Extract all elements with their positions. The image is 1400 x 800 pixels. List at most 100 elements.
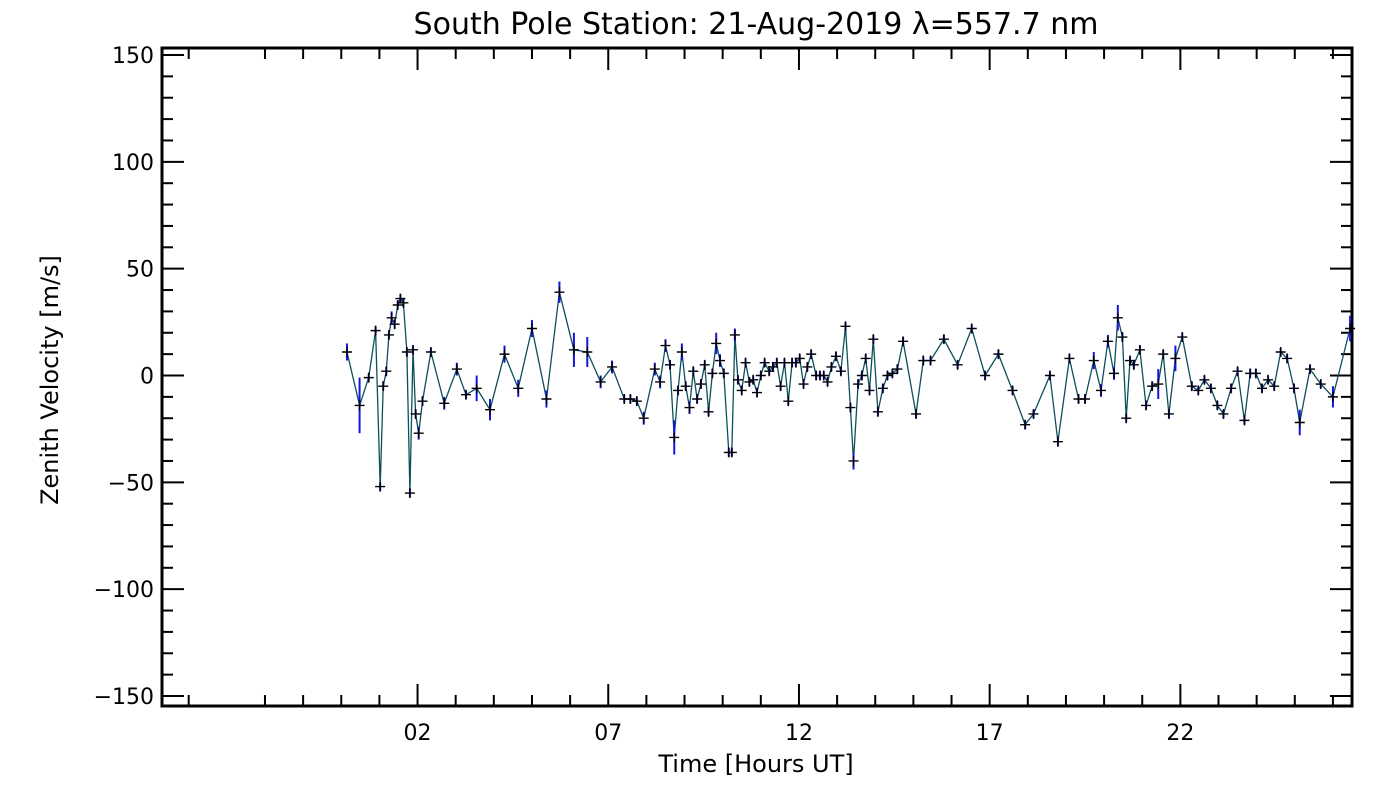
data-point (1020, 419, 1031, 430)
data-point (882, 370, 893, 381)
axis-ticks (162, 48, 1352, 706)
data-point (740, 357, 751, 368)
data-point (692, 394, 703, 405)
data-point (748, 374, 759, 385)
data-point (1218, 408, 1229, 419)
data-point (726, 447, 737, 458)
data-point (798, 379, 809, 390)
data-point (404, 488, 415, 499)
data-point (471, 383, 482, 394)
data-point (1102, 336, 1113, 347)
data-point (1128, 359, 1139, 370)
data-point (398, 297, 409, 308)
data-point (425, 346, 436, 357)
y-tick-label: −100 (94, 578, 154, 603)
data-point (595, 376, 606, 387)
data-point (1117, 332, 1128, 343)
data-point (826, 361, 837, 372)
data-point (898, 336, 909, 347)
data-point (407, 344, 418, 355)
data-point (695, 379, 706, 390)
data-point (383, 329, 394, 340)
data-point (1289, 383, 1300, 394)
data-point (1345, 323, 1356, 334)
data-point (1205, 383, 1216, 394)
data-point (1226, 383, 1237, 394)
data-point (1064, 353, 1075, 364)
data-point (665, 359, 676, 370)
data-point (980, 370, 991, 381)
x-tick-label: 02 (404, 721, 432, 746)
data-point (1088, 355, 1099, 366)
data-point (752, 387, 762, 398)
data-point (707, 368, 718, 379)
data-point (410, 408, 421, 419)
data-point (1193, 385, 1204, 396)
data-point (1239, 415, 1250, 426)
data-point (887, 368, 898, 379)
y-tick-label: −150 (94, 685, 154, 710)
data-point (736, 385, 747, 396)
data-point (1121, 413, 1132, 424)
data-point (417, 396, 428, 407)
data-point (1305, 364, 1316, 375)
data-point (526, 323, 537, 334)
data-point (1275, 346, 1286, 357)
data-point (732, 374, 743, 385)
data-point (607, 361, 618, 372)
data-point (1028, 408, 1039, 419)
data-point (370, 325, 381, 336)
data-point (1134, 344, 1145, 355)
data-point (655, 376, 666, 387)
data-point (676, 346, 687, 357)
data-point (680, 381, 691, 392)
data-point (1158, 349, 1169, 360)
data-point (892, 364, 903, 375)
data-point (1109, 368, 1119, 379)
data-point (375, 481, 386, 492)
data-point (1232, 366, 1243, 377)
series-line (346, 292, 1351, 494)
plot-border (160, 46, 1354, 708)
data-point (684, 402, 695, 413)
data-point (802, 361, 813, 372)
data-point (1177, 332, 1188, 343)
data-point (386, 312, 397, 323)
data-point (822, 376, 833, 387)
data-point (1170, 353, 1181, 364)
data-point (864, 385, 875, 396)
data-point (354, 400, 365, 411)
data-point (856, 370, 867, 381)
data-point (688, 366, 699, 377)
y-tick-label: 50 (126, 258, 154, 283)
data-point (568, 344, 579, 355)
x-tick-label: 17 (976, 721, 1004, 746)
data-point (1269, 381, 1280, 392)
data-point (541, 394, 552, 405)
data-point (966, 323, 977, 334)
x-tick-label: 22 (1166, 721, 1194, 746)
data-point (460, 389, 471, 400)
data-point (451, 364, 462, 375)
data-point (1163, 408, 1174, 419)
data-point (1282, 353, 1293, 364)
data-point (715, 355, 726, 366)
data-point (669, 432, 680, 443)
data-point (1199, 374, 1210, 385)
data-point (363, 372, 374, 383)
data-point (718, 368, 729, 379)
x-tick-label: 12 (785, 721, 813, 746)
data-point (840, 321, 851, 332)
x-axis-label: Time [Hours UT] (657, 750, 853, 778)
data-point (853, 379, 864, 390)
data-point (759, 357, 770, 368)
data-point (389, 319, 400, 330)
data-point (1315, 379, 1326, 390)
tick-labels: 150 100 50 0 −50 −100 −150 02 07 12 17 22 (94, 44, 1195, 746)
data-point (392, 299, 403, 310)
data-point (729, 329, 740, 340)
data-point (1096, 385, 1107, 396)
data-point (625, 394, 636, 405)
data-point (1294, 417, 1305, 428)
